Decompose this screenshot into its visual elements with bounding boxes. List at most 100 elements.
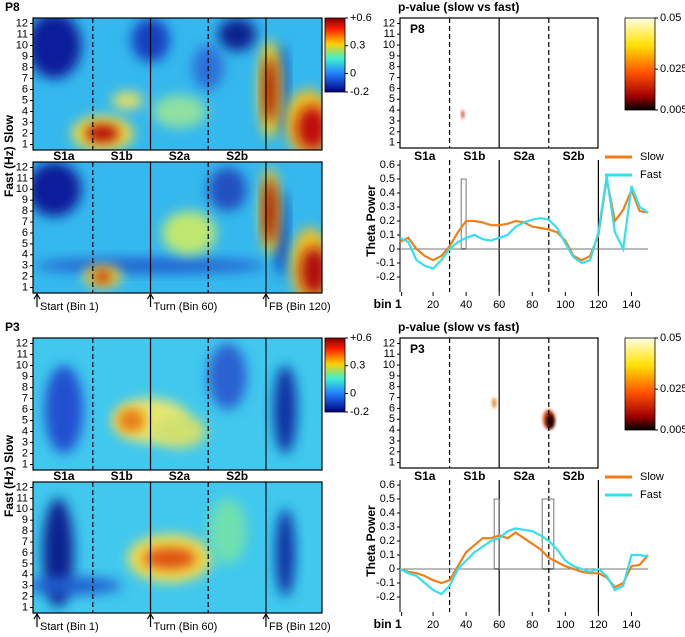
y-tick-label: 11 — [17, 492, 28, 504]
x-tick-label: 20 — [427, 299, 439, 311]
x-tick-label: 40 — [460, 619, 472, 631]
heatmap-image — [461, 110, 465, 119]
legend-label: Slow — [640, 151, 664, 163]
arrow-head — [147, 612, 155, 620]
legend-label: Slow — [640, 471, 664, 483]
heatmap-blob — [546, 413, 555, 429]
y-tick-label: 0.4 — [380, 507, 395, 519]
series-line — [399, 176, 649, 270]
colorbar-tick-label: 0.005 — [660, 424, 685, 436]
y-tick-label: 4 — [389, 424, 395, 436]
heatmap-blob — [33, 576, 122, 595]
x-tick-label: 60 — [493, 619, 505, 631]
y-tick-label: 5 — [22, 414, 28, 426]
y-tick-label: 8 — [389, 381, 395, 393]
y-tick-label: 1 — [389, 456, 395, 468]
y-tick-label: 3 — [22, 260, 28, 272]
x-tick-label: 20 — [427, 619, 439, 631]
heatmap-blob — [123, 413, 139, 428]
colorbar-tick-label: 0 — [350, 67, 356, 79]
y-tick-label: -0.1 — [376, 257, 395, 269]
y-tick-label: 11 — [17, 172, 28, 184]
y-tick-label: 7 — [389, 71, 395, 83]
y-tick-label: 5 — [22, 238, 28, 250]
section-label: S1b — [111, 469, 133, 483]
panel-title: p-value (slow vs fast) — [398, 0, 519, 14]
section-label: S1a — [53, 149, 75, 163]
legend-label: Fast — [640, 489, 661, 501]
y-tick-label: 1 — [22, 458, 28, 470]
heatmap-image — [33, 498, 295, 608]
y-axis-label: Theta Power — [364, 185, 378, 257]
panel: -0.2 -0.1 0 0.1 0.2 0.3 0.4 0.5 0.6 bin 1 20 40 60 80… — [364, 469, 664, 631]
panel-title: P3 — [5, 320, 20, 334]
arrow-head — [147, 292, 155, 300]
y-tick-label: 5 — [389, 93, 395, 105]
y-tick-label: 7 — [22, 392, 28, 404]
y-tick-label: 9 — [22, 370, 28, 382]
y-tick-label: 9 — [389, 50, 395, 62]
section-label: S2a — [513, 149, 535, 163]
section-label: S2b — [226, 469, 248, 483]
y-tick-label: 8 — [22, 381, 28, 393]
heatmap-blob — [208, 498, 247, 564]
y-tick-label: 9 — [22, 514, 28, 526]
y-tick-label: 11 — [384, 28, 395, 40]
colorbar-tick-label: +0.6 — [350, 332, 372, 344]
frame — [32, 17, 323, 151]
section-label: S1b — [463, 149, 485, 163]
x-tick-label: 120 — [589, 619, 607, 631]
section-label: S1b — [463, 469, 485, 483]
y-axis-label: Fast (Hz) Slow — [2, 434, 16, 517]
y-tick-label: 6 — [22, 403, 28, 415]
heatmap-blob — [142, 547, 197, 570]
section-label: S1a — [414, 149, 436, 163]
arrow-head — [33, 292, 41, 300]
y-tick-label: 10 — [16, 183, 28, 195]
y-tick-label: 6 — [389, 402, 395, 414]
y-tick-label: 5 — [22, 94, 28, 106]
x-tick-label: 40 — [460, 299, 472, 311]
y-tick-label: 2 — [22, 591, 28, 603]
y-tick-label: 0.6 — [380, 159, 395, 171]
colorbar-tick-label: 0 — [350, 387, 356, 399]
heatmap-blob — [264, 178, 276, 244]
x-tick-label: bin 1 — [374, 617, 402, 631]
colorbar-tick-label: 0.05 — [660, 12, 681, 24]
arrow-head — [33, 612, 41, 620]
x-tick-label: 80 — [526, 299, 538, 311]
frame — [399, 337, 599, 469]
y-tick-label: 3 — [389, 115, 395, 127]
y-tick-label: 11 — [17, 28, 28, 40]
heatmap-blob — [461, 110, 465, 119]
section-label: S2b — [563, 149, 585, 163]
y-tick-label: 1 — [22, 138, 28, 150]
section-label: S2b — [563, 469, 585, 483]
y-tick-label: 3 — [22, 436, 28, 448]
heatmap-blob — [300, 247, 322, 293]
y-tick-label: 10 — [383, 359, 395, 371]
colorbar-tick-label: +0.6 — [350, 12, 372, 24]
y-tick-label: -0.2 — [376, 591, 395, 603]
colorbar-tick-label: 0.3 — [350, 360, 365, 372]
series-line — [399, 531, 649, 589]
y-tick-label: 7 — [389, 391, 395, 403]
series-line — [399, 178, 649, 262]
event-label: Start (Bin 1) — [40, 301, 99, 313]
y-tick-label: 4 — [389, 104, 395, 116]
frame — [32, 481, 323, 614]
x-tick-label: bin 1 — [374, 297, 402, 311]
x-tick-label: 100 — [556, 299, 574, 311]
frame — [399, 17, 599, 149]
x-tick-label: 60 — [493, 299, 505, 311]
y-axis-label: Fast (Hz) Slow — [2, 114, 16, 197]
y-tick-label: 6 — [22, 83, 28, 95]
heatmap-blob — [296, 106, 322, 150]
colorbar-tick-label: 0.3 — [350, 40, 365, 52]
y-tick-label: 12 — [383, 17, 395, 29]
